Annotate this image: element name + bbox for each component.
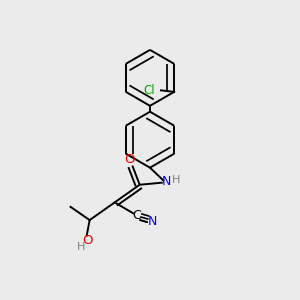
Text: H: H (171, 175, 180, 185)
Text: O: O (125, 153, 135, 166)
Text: O: O (82, 234, 93, 247)
Text: N: N (161, 175, 171, 188)
Text: Cl: Cl (143, 84, 155, 97)
Text: N: N (148, 215, 157, 228)
Text: H: H (76, 242, 85, 252)
Text: C: C (132, 209, 141, 222)
